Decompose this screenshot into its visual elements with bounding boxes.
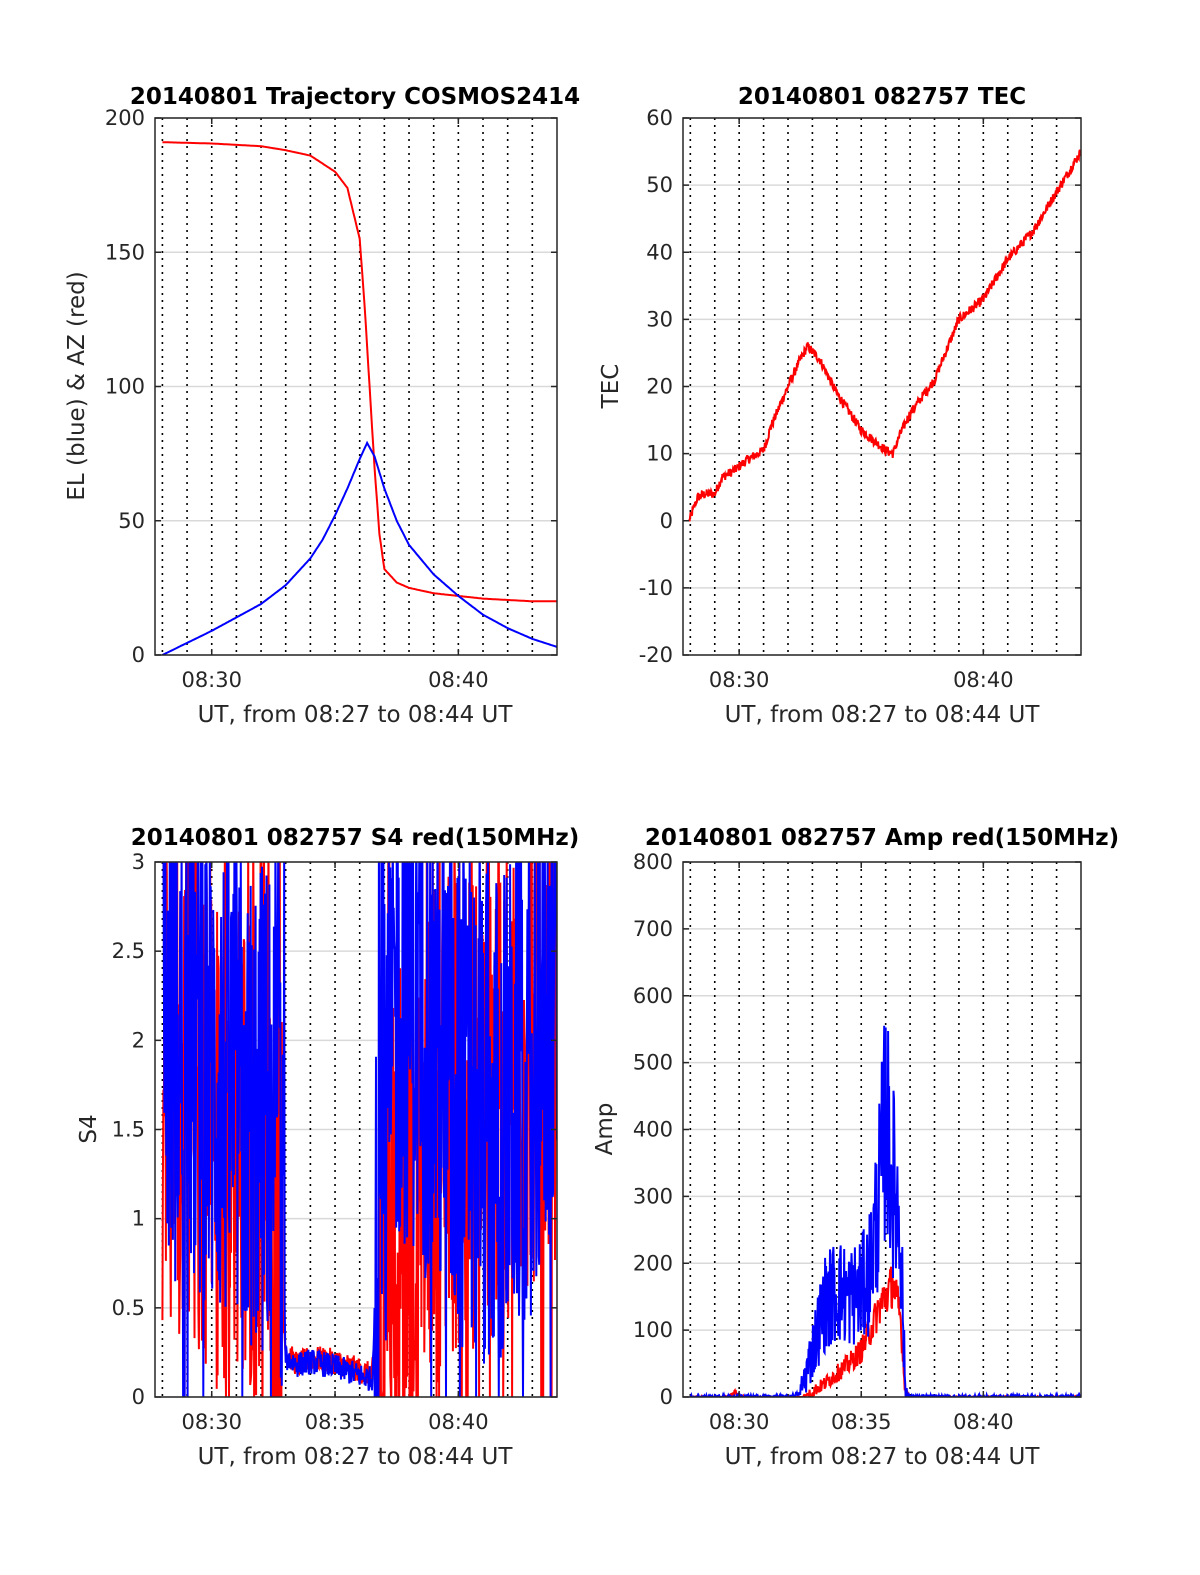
s4-xlabel: UT, from 08:27 to 08:44 UT (198, 1444, 514, 1470)
ytick-label: 50 (646, 173, 673, 197)
ytick-label: 0 (132, 1385, 145, 1409)
trajectory-panel: 20140801 Trajectory COSMOS2414 0 50 100 150… (64, 84, 580, 728)
ytick-label: 0.5 (112, 1296, 145, 1320)
ytick-label: 100 (105, 375, 145, 399)
ytick-label: 20 (646, 375, 673, 399)
trajectory-title: 20140801 Trajectory COSMOS2414 (130, 84, 580, 110)
ytick-label: 60 (646, 106, 673, 130)
ytick-label: 400 (633, 1118, 673, 1142)
ytick-label: 700 (633, 917, 673, 941)
trajectory-plot: 0 50 100 150 200 08:30 08:40 (105, 106, 558, 692)
trajectory-ylabel: EL (blue) & AZ (red) (64, 271, 90, 500)
xtick-label: 08:30 (181, 668, 242, 692)
ytick-label: 1 (132, 1207, 145, 1231)
xtick-label: 08:40 (428, 668, 489, 692)
ytick-label: 2.5 (112, 939, 145, 963)
series-line-blue (689, 1025, 1081, 1397)
ytick-label: 500 (633, 1051, 673, 1075)
xtick-label: 08:30 (709, 1410, 770, 1434)
xtick-label: 08:30 (181, 1410, 242, 1434)
s4-panel: 20140801 082757 S4 red(150MHz) 0 0.5 1 1.5 2… (76, 825, 580, 1470)
tec-title: 20140801 082757 TEC (738, 84, 1026, 110)
series-line-blue (161, 440, 557, 655)
amp-panel: 20140801 082757 Amp red(150MHz) 0 100 200 3… (592, 825, 1119, 1470)
xtick-label: 08:30 (709, 668, 770, 692)
xtick-label: 08:35 (831, 1410, 892, 1434)
ytick-label: 200 (105, 106, 145, 130)
ytick-label: 1.5 (112, 1118, 145, 1142)
ytick-label: 800 (633, 850, 673, 874)
series-line-red (688, 149, 1081, 522)
trajectory-xlabel: UT, from 08:27 to 08:44 UT (198, 702, 514, 728)
s4-title: 20140801 082757 S4 red(150MHz) (131, 825, 580, 851)
tec-xlabel: UT, from 08:27 to 08:44 UT (725, 702, 1041, 728)
ytick-label: 150 (105, 240, 145, 264)
amp-ylabel: Amp (592, 1103, 618, 1156)
s4-ylabel: S4 (76, 1114, 102, 1143)
ytick-label: 3 (132, 850, 145, 874)
xtick-label: 08:40 (953, 668, 1014, 692)
xtick-label: 08:40 (428, 1410, 489, 1434)
ytick-label: -10 (639, 576, 673, 600)
amp-plot: 0 100 200 300 400 500 600 700 800 08:30 08:35 08:40 (633, 850, 1082, 1434)
xtick-label: 08:40 (953, 1410, 1014, 1434)
ytick-label: 30 (646, 307, 673, 331)
ytick-label: 200 (633, 1251, 673, 1275)
ytick-label: 50 (118, 509, 145, 533)
tec-panel: 20140801 082757 TEC -20 -10 0 10 20 30 40 50 60 0… (598, 84, 1082, 728)
ytick-label: 600 (633, 984, 673, 1008)
amp-title: 20140801 082757 Amp red(150MHz) (645, 825, 1119, 851)
tec-plot: -20 -10 0 10 20 30 40 50 60 08:30 08:40 (639, 106, 1082, 692)
ytick-label: 100 (633, 1318, 673, 1342)
series-line-blue (162, 862, 557, 1397)
ytick-label: 0 (660, 1385, 673, 1409)
ytick-label: 2 (132, 1028, 145, 1052)
ytick-label: 300 (633, 1184, 673, 1208)
ytick-label: 40 (646, 240, 673, 264)
ytick-label: 0 (132, 643, 145, 667)
tec-ylabel: TEC (598, 364, 624, 410)
amp-xlabel: UT, from 08:27 to 08:44 UT (725, 1444, 1041, 1470)
series-line-red (162, 141, 557, 603)
ytick-label: 0 (660, 509, 673, 533)
ytick-label: -20 (639, 643, 673, 667)
s4-plot: 0 0.5 1 1.5 2 2.5 3 08:30 08:35 08:40 (112, 850, 558, 1434)
xtick-label: 08:35 (305, 1410, 366, 1434)
ytick-label: 10 (646, 442, 673, 466)
